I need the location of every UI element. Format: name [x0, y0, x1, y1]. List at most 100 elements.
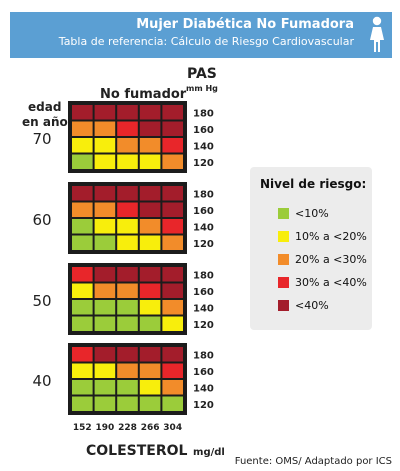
legend-label: <40%: [295, 299, 329, 312]
risk-cell: [139, 363, 161, 378]
age-group-label: 40: [32, 372, 51, 390]
risk-cell: [72, 380, 93, 395]
pas-tick-label: 180: [193, 270, 214, 281]
risk-cell: [72, 121, 93, 136]
risk-cell: [139, 300, 161, 315]
smoker-status-label: No fumador: [100, 87, 187, 102]
pas-tick-label: 180: [193, 189, 214, 200]
pas-tick-label: 120: [193, 400, 214, 411]
risk-cell: [72, 396, 93, 411]
legend-swatch: [278, 277, 289, 288]
woman-icon: [370, 16, 384, 52]
pas-tick-label: 140: [193, 222, 214, 233]
risk-cell: [72, 186, 93, 201]
risk-cell: [72, 283, 93, 298]
pas-tick-label: 160: [193, 367, 214, 378]
risk-cell: [94, 202, 116, 217]
legend-label: 20% a <30%: [295, 253, 367, 266]
legend-swatch: [278, 300, 289, 311]
risk-cell: [94, 316, 116, 331]
risk-cell: [162, 202, 183, 217]
risk-cell: [94, 121, 116, 136]
risk-cell: [94, 283, 116, 298]
risk-cell: [139, 186, 161, 201]
pas-tick-label: 180: [193, 350, 214, 361]
chart-title: Mujer Diabética No Fumadora: [136, 17, 354, 32]
risk-legend: Nivel de riesgo: <10% 10% a <20% 20% a <…: [250, 167, 372, 330]
risk-cell: [94, 347, 116, 362]
cholesterol-tick-label: 152: [73, 423, 92, 433]
risk-cell: [162, 267, 183, 282]
risk-cell: [162, 105, 183, 120]
cholesterol-tick-label: 266: [141, 423, 160, 433]
legend-title: Nivel de riesgo:: [260, 177, 367, 191]
pas-tick-label: 140: [193, 383, 214, 394]
cholesterol-unit-label: mg/dl: [193, 447, 225, 458]
pas-tick-label: 120: [193, 320, 214, 331]
risk-cell: [72, 105, 93, 120]
risk-cell: [139, 380, 161, 395]
risk-cell: [117, 105, 138, 120]
age-label-line2: en años: [22, 115, 75, 129]
risk-cell: [94, 219, 116, 234]
age-group-label: 50: [32, 292, 51, 310]
risk-cell: [162, 121, 183, 136]
cholesterol-tick-label: 190: [96, 423, 115, 433]
risk-cell: [117, 219, 138, 234]
risk-cell: [117, 121, 138, 136]
risk-cell: [117, 363, 138, 378]
cholesterol-axis-title: COLESTEROL mg/dl: [86, 440, 225, 459]
risk-cell: [162, 316, 183, 331]
age-group-label: 60: [32, 211, 51, 229]
pas-tick-label: 120: [193, 158, 214, 169]
risk-cell: [94, 235, 116, 250]
legend-label: <10%: [295, 207, 329, 220]
risk-cell: [162, 283, 183, 298]
risk-cell: [139, 283, 161, 298]
risk-cell: [117, 316, 138, 331]
risk-cell: [117, 396, 138, 411]
risk-cell: [117, 283, 138, 298]
risk-cell: [72, 300, 93, 315]
risk-cell: [139, 121, 161, 136]
risk-cell: [94, 186, 116, 201]
legend-swatch: [278, 254, 289, 265]
cholesterol-label: COLESTEROL: [86, 443, 188, 459]
risk-cell: [162, 154, 183, 169]
risk-cell: [72, 219, 93, 234]
legend-label: 10% a <20%: [295, 230, 367, 243]
risk-cell: [117, 300, 138, 315]
risk-cell: [72, 202, 93, 217]
pas-tick-label: 140: [193, 303, 214, 314]
risk-cell: [162, 186, 183, 201]
pas-label: PAS: [187, 66, 217, 82]
chart-subtitle: Tabla de referencia: Cálculo de Riesgo C…: [58, 35, 354, 48]
risk-cell: [117, 235, 138, 250]
risk-cell: [139, 105, 161, 120]
risk-cell: [139, 316, 161, 331]
risk-cell: [139, 219, 161, 234]
legend-swatch: [278, 231, 289, 242]
risk-cell: [94, 154, 116, 169]
cholesterol-tick-label: 228: [118, 423, 137, 433]
age-label-line1: edad: [28, 100, 62, 114]
risk-cell: [72, 138, 93, 153]
risk-cell: [139, 202, 161, 217]
risk-cell: [162, 347, 183, 362]
pas-tick-label: 140: [193, 141, 214, 152]
risk-cell: [72, 235, 93, 250]
pas-tick-label: 180: [193, 108, 214, 119]
risk-cell: [72, 267, 93, 282]
source-footer: Fuente: OMS/ Adaptado por ICS: [234, 456, 392, 467]
risk-cell: [162, 138, 183, 153]
risk-cell: [117, 138, 138, 153]
risk-cell: [94, 267, 116, 282]
pas-unit-label: mm Hg: [186, 84, 218, 93]
risk-cell: [139, 267, 161, 282]
legend-swatch: [278, 208, 289, 219]
risk-cell: [117, 380, 138, 395]
risk-cell: [117, 186, 138, 201]
pas-tick-label: 160: [193, 125, 214, 136]
risk-cell: [139, 235, 161, 250]
cholesterol-tick-label: 304: [163, 423, 182, 433]
